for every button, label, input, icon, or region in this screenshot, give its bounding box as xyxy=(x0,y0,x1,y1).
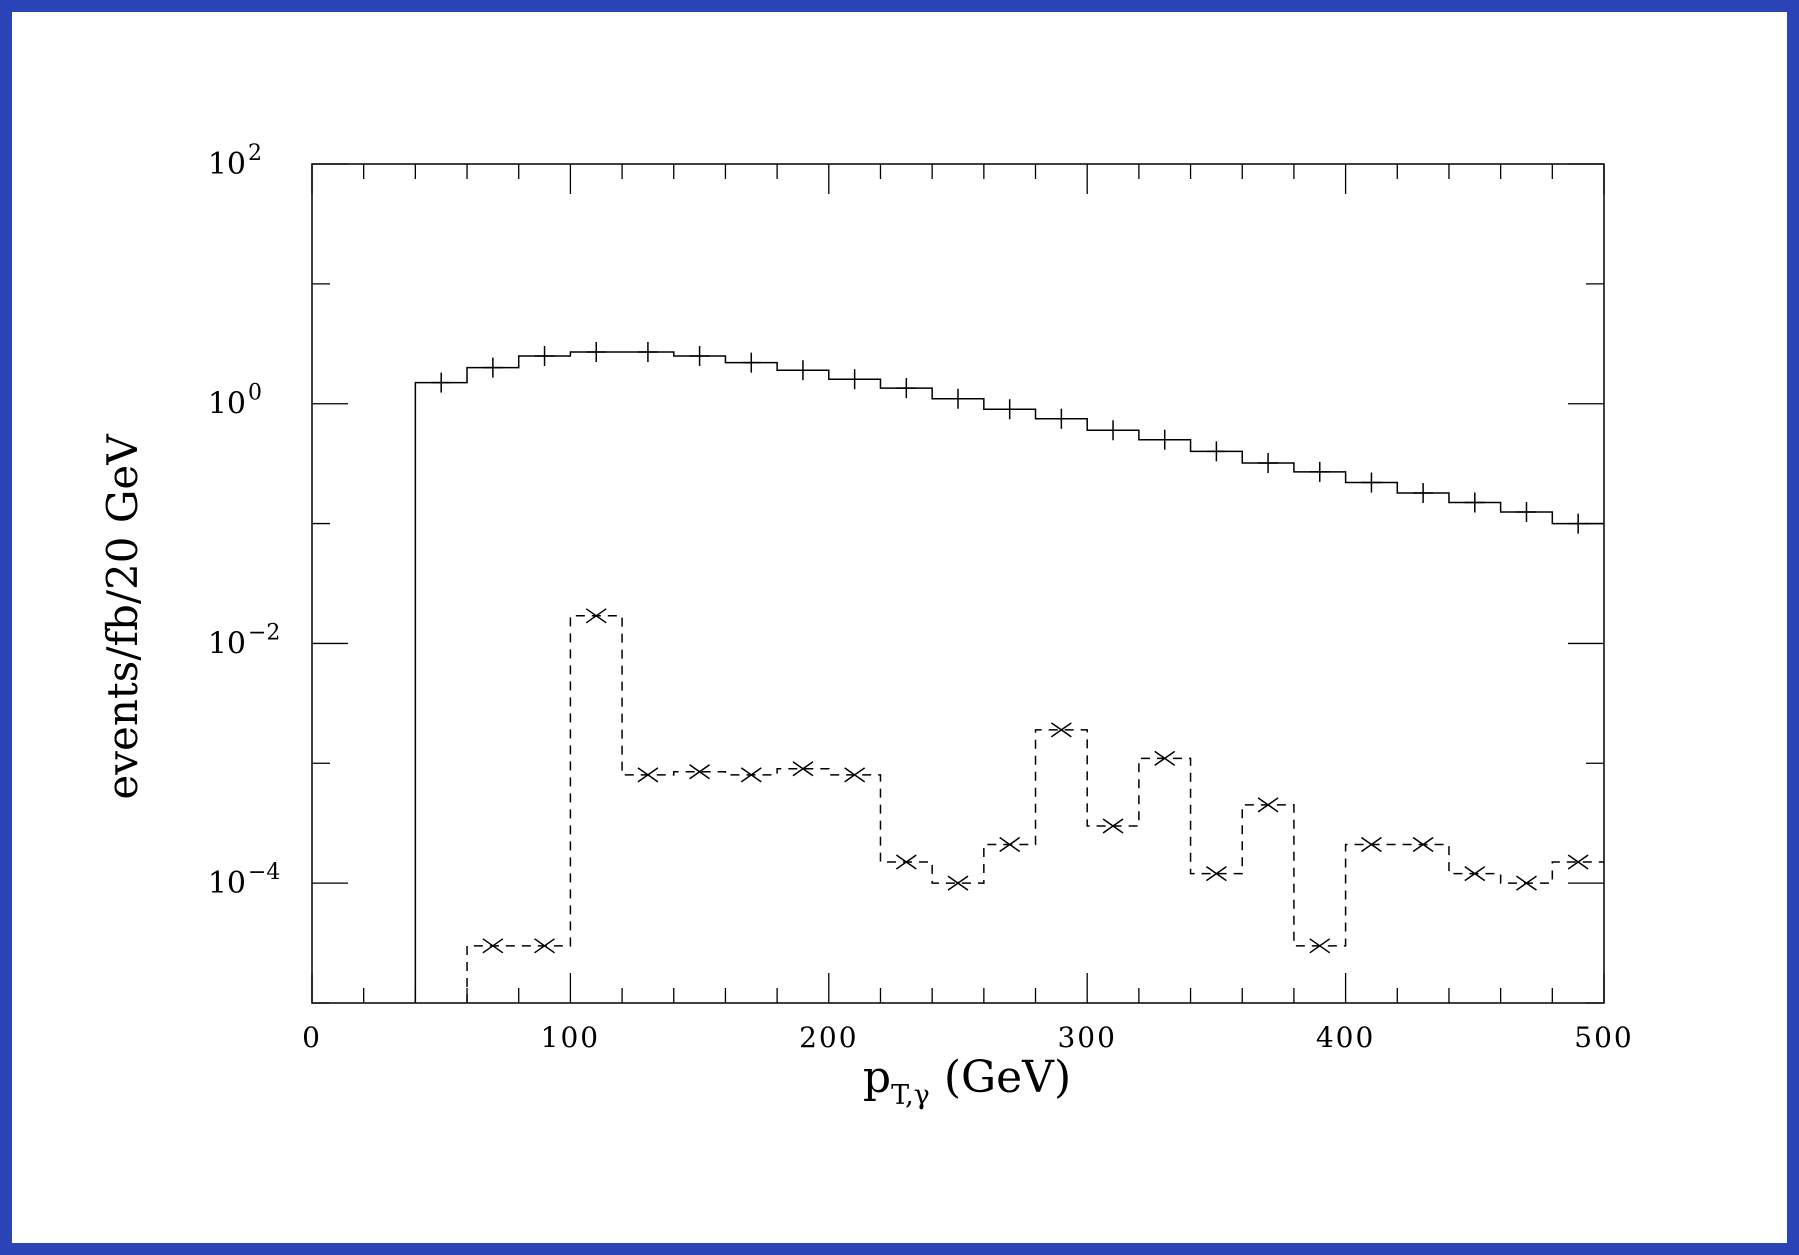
y-tick-label: 10 xyxy=(208,387,246,422)
y-tick-label: 10 xyxy=(208,147,246,182)
data-point-plus xyxy=(1516,501,1537,522)
data-point-plus xyxy=(1361,472,1382,493)
data-point-plus xyxy=(534,346,555,367)
data-point-cross xyxy=(1309,938,1331,954)
data-point-cross xyxy=(1050,722,1072,738)
y-tick-label-exponent: 0 xyxy=(248,381,262,406)
data-point-cross xyxy=(1257,797,1279,813)
data-point-plus xyxy=(689,346,710,367)
data-point-cross xyxy=(1205,866,1227,882)
data-point-cross xyxy=(895,854,917,870)
series-2-step-line xyxy=(466,615,1604,1003)
data-point-cross xyxy=(999,836,1021,853)
data-point-cross xyxy=(1516,875,1537,891)
data-point-plus xyxy=(1309,461,1330,482)
data-point-cross xyxy=(689,764,711,780)
y-tick-label: 10 xyxy=(208,626,246,661)
data-point-cross xyxy=(792,761,814,777)
x-tick-label: 100 xyxy=(541,1021,600,1054)
data-point-cross xyxy=(947,875,969,891)
x-axis-label: pT,γ (GeV) xyxy=(863,1052,1071,1111)
data-point-plus xyxy=(1051,408,1072,429)
data-point-cross xyxy=(1412,836,1434,853)
data-point-plus xyxy=(482,357,503,378)
data-point-cross xyxy=(1154,750,1176,766)
x-tick-label: 300 xyxy=(1057,1021,1116,1054)
data-point-cross xyxy=(844,767,866,783)
x-axis-label-main: p xyxy=(863,1052,891,1103)
x-axis-label-subscript: T,γ xyxy=(891,1080,930,1111)
data-series xyxy=(414,342,1604,1003)
data-point-cross xyxy=(1102,818,1124,834)
x-tick-labels: 0 100 200 300 400 500 xyxy=(302,1021,1633,1054)
data-point-plus xyxy=(431,372,452,393)
figure-panel: 0 100 200 300 400 500 10 2 10 0 10 −2 10 −4 pT,γ (Ge… xyxy=(12,12,1787,1243)
data-point-plus xyxy=(1103,420,1124,441)
data-point-plus xyxy=(1206,441,1227,462)
data-point-cross xyxy=(1567,854,1589,870)
axis-ticks xyxy=(311,163,1605,1004)
data-point-plus xyxy=(1154,429,1175,450)
x-axis-label-unit: (GeV) xyxy=(930,1052,1071,1103)
data-point-cross xyxy=(585,608,607,624)
data-point-cross xyxy=(740,767,762,783)
data-point-plus xyxy=(792,360,813,381)
data-point-cross xyxy=(1361,836,1382,853)
data-point-plus xyxy=(741,352,762,373)
x-tick-label: 200 xyxy=(799,1021,858,1054)
data-point-plus xyxy=(637,342,658,363)
data-point-plus xyxy=(999,399,1020,420)
plot-frame xyxy=(311,163,1605,1004)
data-point-plus xyxy=(896,378,917,399)
x-tick-label: 400 xyxy=(1316,1021,1375,1054)
y-axis-label: events/fb/20 GeV xyxy=(98,434,147,800)
data-point-plus xyxy=(1464,492,1485,513)
data-point-cross xyxy=(534,938,555,954)
data-point-plus xyxy=(844,369,865,390)
data-point-cross xyxy=(1464,866,1486,882)
y-tick-label-exponent: −2 xyxy=(248,620,280,645)
x-tick-label: 500 xyxy=(1574,1021,1633,1054)
x-tick-label: 0 xyxy=(302,1021,322,1054)
data-point-plus xyxy=(948,388,968,409)
data-point-plus xyxy=(1568,513,1589,534)
series-1-step-line xyxy=(414,351,1604,1003)
y-tick-label: 10 xyxy=(208,866,246,901)
data-point-cross xyxy=(482,938,504,954)
data-point-cross xyxy=(637,767,659,783)
y-tick-label-exponent: 2 xyxy=(248,141,262,166)
data-point-plus xyxy=(1413,482,1434,503)
y-tick-label-exponent: −4 xyxy=(248,860,280,885)
data-point-plus xyxy=(1258,453,1279,474)
data-point-plus xyxy=(586,342,607,363)
